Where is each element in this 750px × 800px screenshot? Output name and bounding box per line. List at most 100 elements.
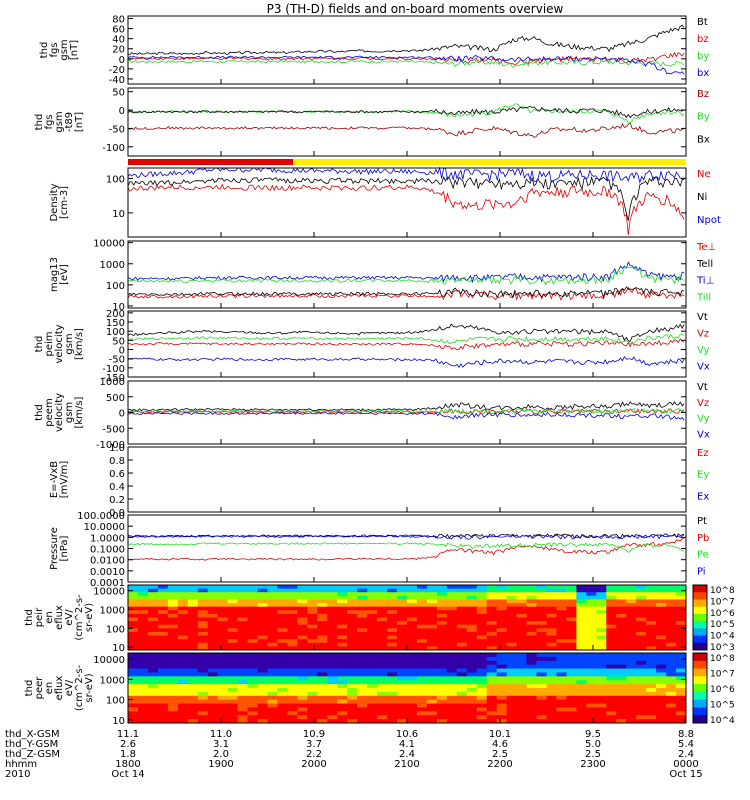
- spectrogram-cell: [147, 595, 159, 600]
- series-line-peem_velocity: [128, 411, 685, 421]
- spectrogram-cell: [207, 585, 219, 590]
- spectrogram-cell: [496, 653, 508, 658]
- mode-bar-segment: [293, 159, 686, 165]
- spectrogram-cell: [486, 672, 498, 677]
- spectrogram-cell: [646, 617, 657, 622]
- spectrogram-cell: [227, 621, 239, 626]
- x-axis-value: 1.8: [120, 749, 136, 760]
- spectrogram-cell: [357, 668, 368, 673]
- spectrogram-cell: [646, 688, 657, 693]
- spectrogram-cell: [277, 646, 288, 651]
- spectrogram-cell: [217, 585, 229, 590]
- legend-label: Tell: [696, 259, 713, 270]
- spectrogram-cell: [337, 653, 348, 658]
- spectrogram-cell: [646, 624, 657, 629]
- spectrogram-cell: [486, 719, 498, 724]
- panel-pressure: PtPbPePi100.000010.00001.00000.10000.010…: [49, 511, 709, 589]
- spectrogram-cell: [137, 672, 149, 677]
- spectrogram-cell: [556, 691, 567, 697]
- spectrogram-cell: [297, 660, 308, 666]
- spectrogram-peir_eflux: [128, 585, 687, 651]
- spectrogram-cell: [327, 688, 338, 693]
- spectrogram-cell: [367, 719, 378, 724]
- spectrogram-cell: [596, 628, 607, 633]
- spectrogram-cell: [516, 695, 528, 701]
- spectrogram-cell: [128, 684, 139, 689]
- spectrogram-cell: [626, 646, 637, 651]
- spectrogram-cell: [546, 599, 557, 604]
- spectrogram-cell: [267, 631, 278, 637]
- legend-label: Vx: [697, 429, 710, 440]
- spectrogram-cell: [646, 606, 657, 611]
- spectrogram-cell: [676, 585, 687, 590]
- spectrogram-cell: [456, 695, 468, 701]
- spectrogram-cell: [357, 672, 368, 677]
- spectrogram-cell: [626, 631, 637, 637]
- spectrogram-cell: [297, 631, 308, 637]
- y-tick-label: 10000: [93, 239, 125, 250]
- spectrogram-cell: [546, 603, 557, 608]
- spectrogram-cell: [367, 676, 378, 681]
- spectrogram-cell: [317, 639, 328, 644]
- spectrogram-cell: [237, 703, 249, 708]
- spectrogram-cell: [247, 624, 259, 629]
- spectrogram-cell: [187, 624, 199, 629]
- spectrogram-cell: [277, 621, 288, 626]
- spectrogram-cell: [267, 595, 278, 600]
- spectrogram-cell: [387, 715, 398, 720]
- spectrogram-cell: [277, 639, 288, 644]
- spectrogram-cell: [536, 668, 547, 673]
- spectrogram-cell: [367, 624, 378, 629]
- spectrogram-cell: [377, 642, 388, 647]
- spectrogram-cell: [506, 707, 518, 712]
- spectrogram-cell: [128, 719, 139, 724]
- spectrogram-cell: [416, 595, 428, 600]
- spectrogram-cell: [377, 606, 388, 611]
- spectrogram-cell: [377, 699, 388, 705]
- legend-label: Vt: [697, 312, 708, 323]
- spectrogram-cell: [227, 664, 239, 670]
- spectrogram-cell: [446, 624, 458, 629]
- spectrogram-cell: [387, 617, 398, 622]
- spectrogram-cell: [327, 642, 338, 647]
- spectrogram-cell: [237, 635, 249, 640]
- x-axis-value: Oct 14: [111, 769, 144, 780]
- spectrogram-cell: [167, 703, 179, 708]
- legend-label: Pi: [697, 566, 706, 577]
- spectrogram-cell: [137, 585, 149, 590]
- spectrogram-cell: [566, 695, 577, 701]
- spectrogram-cell: [137, 676, 149, 681]
- spectrogram-cell: [496, 631, 508, 637]
- spectrogram-cell: [287, 639, 298, 644]
- spectrogram-cell: [576, 631, 587, 637]
- spectrogram-cell: [257, 695, 268, 701]
- spectrogram-cell: [506, 628, 518, 633]
- spectrogram-cell: [207, 603, 219, 608]
- spectrogram-cell: [666, 656, 677, 662]
- spectrogram-cell: [387, 653, 398, 658]
- spectrogram-cell: [606, 676, 617, 681]
- spectrogram-cell: [426, 613, 438, 618]
- spectrogram-cell: [307, 711, 318, 716]
- spectrogram-cell: [128, 599, 139, 604]
- spectrogram-cell: [656, 656, 667, 662]
- spectrogram-cell: [516, 719, 528, 724]
- colorbar-band: [693, 707, 707, 716]
- spectrogram-cell: [616, 585, 627, 590]
- spectrogram-cell: [556, 595, 567, 600]
- spectrogram-cell: [626, 595, 637, 600]
- spectrogram-cell: [436, 707, 448, 712]
- spectrogram-cell: [128, 715, 139, 720]
- spectrogram-cell: [307, 684, 318, 689]
- spectrogram-cell: [526, 610, 538, 615]
- spectrogram-cell: [137, 642, 149, 647]
- spectrogram-cell: [207, 684, 219, 689]
- spectrogram-cell: [646, 646, 657, 651]
- spectrogram-cell: [436, 606, 448, 611]
- spectrogram-cell: [446, 660, 458, 666]
- spectrogram-cell: [407, 707, 418, 712]
- spectrogram-cell: [317, 711, 328, 716]
- spectrogram-cell: [187, 628, 199, 633]
- y-tick-label: 0.0010: [90, 567, 125, 578]
